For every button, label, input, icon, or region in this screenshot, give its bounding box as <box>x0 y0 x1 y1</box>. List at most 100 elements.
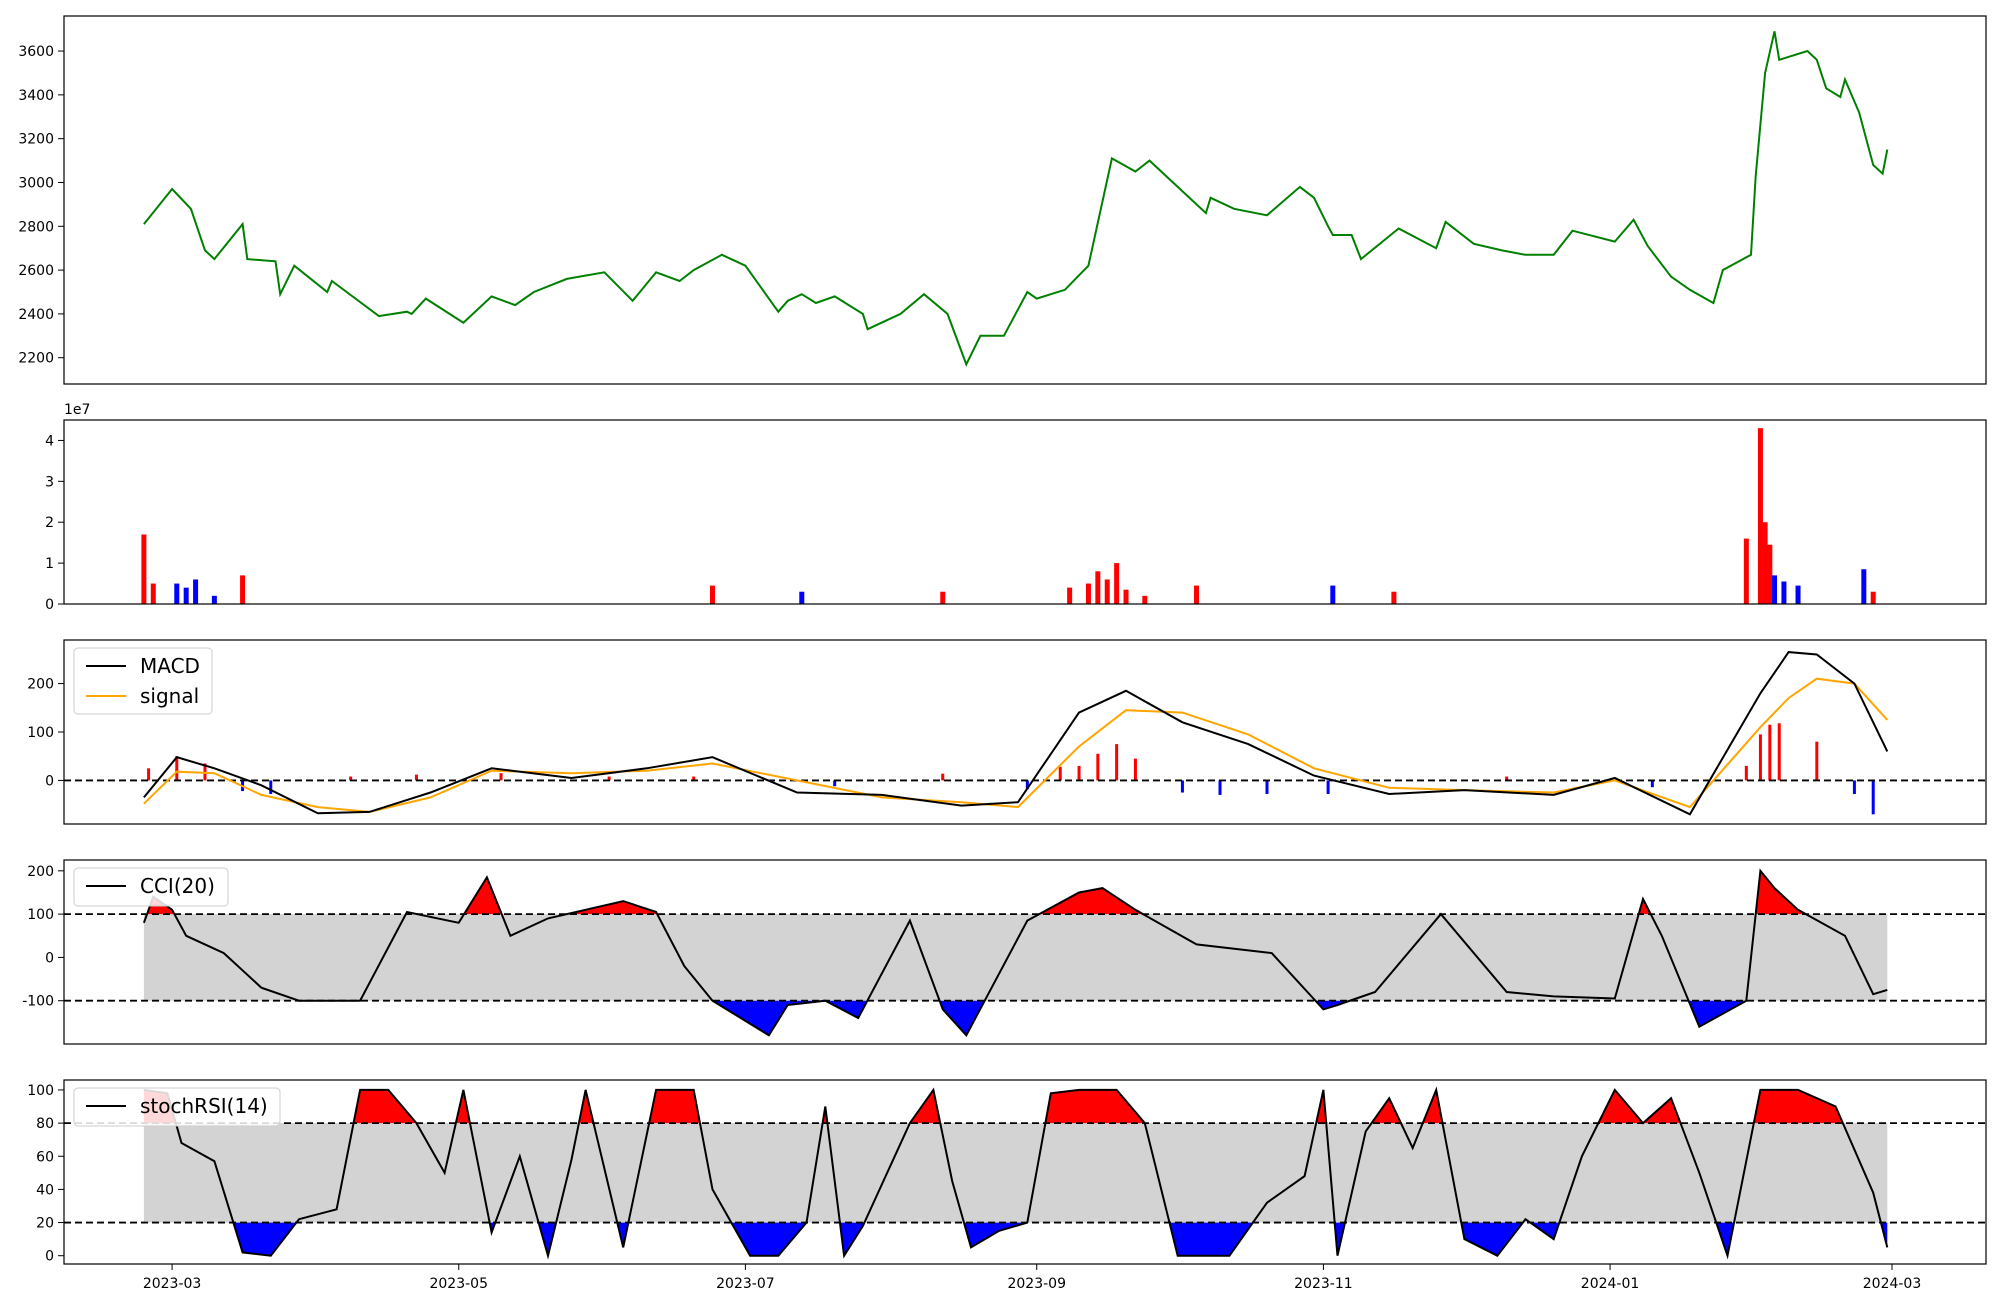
volume-bar <box>1795 585 1801 604</box>
stochrsi-y-tick-label: 40 <box>36 1182 54 1198</box>
macd-histogram-bar <box>941 773 945 781</box>
volume-bar <box>1194 585 1200 604</box>
cci-legend-label: CCI(20) <box>140 874 215 898</box>
price-line <box>143 31 1889 367</box>
stochrsi-y-tick-label: 60 <box>36 1149 54 1165</box>
macd-histogram-bar <box>1852 780 1856 794</box>
volume-bar <box>1067 587 1073 604</box>
volume-bar <box>1114 563 1120 604</box>
stochrsi-legend: stochRSI(14) <box>73 1087 281 1127</box>
volume-bar <box>1095 571 1101 604</box>
stochrsi-neutral-band <box>143 1123 1888 1223</box>
stochrsi-line <box>143 1086 1889 1260</box>
volume-bar <box>193 579 199 604</box>
volume-bar <box>709 585 715 604</box>
volume-bar <box>174 583 180 604</box>
macd-histogram-bar <box>1505 776 1509 781</box>
stochrsi-y-tick-label: 80 <box>36 1116 54 1132</box>
cci-neutral-band <box>143 914 1888 1001</box>
macd-panel: 0 100 200 MACD signal <box>27 639 1987 825</box>
stochrsi-frame <box>63 1079 1987 1265</box>
x-tick-label: 2024-01 <box>1581 1276 1640 1292</box>
stochrsi-y-tick-label: 100 <box>27 1083 54 1099</box>
cci-y-tick-label: -100 <box>22 994 54 1010</box>
volume-bar <box>799 591 805 604</box>
stochrsi-legend-label: stochRSI(14) <box>140 1094 268 1118</box>
cci-line <box>142 868 1888 1038</box>
macd-histogram-bar <box>1058 766 1062 781</box>
macd-histogram-bar <box>1180 780 1184 793</box>
macd-histogram-bar <box>1025 780 1029 790</box>
macd-histogram-bar <box>1650 780 1654 788</box>
volume-y-tick-label: 4 <box>45 433 54 449</box>
macd-histogram-bar <box>1768 724 1772 781</box>
price-frame <box>63 15 1987 385</box>
macd-histogram-bar <box>1815 741 1819 781</box>
price-panel: 2200 2400 2600 2800 3000 3200 3400 3600 <box>18 15 1987 385</box>
macd-y-tick-label: 0 <box>45 773 54 789</box>
volume-bar <box>1391 591 1397 604</box>
volume-panel: 1e7 0 1 2 3 4 <box>45 402 1987 613</box>
volume-y-tick-label: 0 <box>45 597 54 613</box>
macd-histogram-bar <box>1218 780 1222 795</box>
cci-legend-box <box>73 867 229 907</box>
cci-panel: -100 0 100 200 CCI(20) <box>22 859 1987 1045</box>
volume-bar <box>211 595 217 604</box>
volume-bar <box>940 591 946 604</box>
stochrsi-y-tick-label: 0 <box>45 1249 54 1265</box>
cci-oversold-fill <box>143 1000 1888 1035</box>
volume-y-tick-label: 1 <box>45 556 54 572</box>
macd-histogram-bar <box>1077 765 1081 781</box>
macd-histogram-bar <box>1115 744 1119 781</box>
volume-bar <box>183 587 189 604</box>
price-y-tick-label: 3200 <box>18 132 54 148</box>
macd-histogram-bar <box>1265 780 1269 794</box>
macd-histogram-bar <box>269 780 273 794</box>
volume-bar <box>1861 569 1867 604</box>
x-tick-label: 2023-07 <box>716 1276 775 1292</box>
price-y-tick-label: 3600 <box>18 44 54 60</box>
macd-legend-box <box>73 647 213 715</box>
macd-y-tick-label: 100 <box>27 725 54 741</box>
macd-legend-label-macd: MACD <box>140 654 200 678</box>
macd-histogram-bar <box>692 776 696 781</box>
macd-histogram-bar <box>1326 780 1330 794</box>
stochrsi-y-tick-label: 20 <box>36 1216 54 1232</box>
x-tick-label: 2023-05 <box>429 1276 488 1292</box>
volume-bar <box>150 583 156 604</box>
cci-frame <box>63 859 1987 1045</box>
stochrsi-panel: 0 20 40 60 80 100 stochRSI(14) <box>27 1079 1987 1265</box>
volume-bar <box>1757 428 1763 604</box>
cci-y-tick-label: 200 <box>27 864 54 880</box>
x-tick-label: 2023-11 <box>1294 1276 1353 1292</box>
volume-bar <box>1104 579 1110 604</box>
volume-bar <box>240 575 246 604</box>
cci-legend: CCI(20) <box>73 867 229 907</box>
cci-y-tick-label: 0 <box>45 950 54 966</box>
macd-histogram-bar <box>1744 765 1748 781</box>
volume-frame <box>63 419 1987 605</box>
macd-histogram-bar <box>1096 753 1100 781</box>
volume-bar <box>1870 591 1876 604</box>
macd-line <box>143 651 1889 816</box>
macd-histogram-bar <box>1133 758 1137 781</box>
macd-histogram-bar <box>607 776 611 781</box>
macd-legend-label-signal: signal <box>140 684 199 708</box>
volume-bar <box>1123 589 1129 604</box>
volume-bar <box>1772 575 1778 604</box>
macd-histogram-bar <box>833 780 837 787</box>
cci-y-tick-label: 100 <box>27 907 54 923</box>
macd-histogram-bar <box>1758 734 1762 781</box>
volume-bar <box>1762 522 1768 604</box>
x-axis: 2023-03 2023-05 2023-07 2023-09 2023-11 2024-… <box>143 1264 1921 1292</box>
volume-scale-label: 1e7 <box>64 402 90 418</box>
macd-legend: MACD signal <box>73 647 213 715</box>
macd-histogram-bar <box>175 756 179 781</box>
macd-histogram-bar <box>147 768 151 781</box>
volume-bar <box>1330 585 1336 604</box>
macd-histogram-bar <box>1777 723 1781 781</box>
price-y-tick-label: 2800 <box>18 219 54 235</box>
macd-histogram-bar <box>499 773 503 781</box>
